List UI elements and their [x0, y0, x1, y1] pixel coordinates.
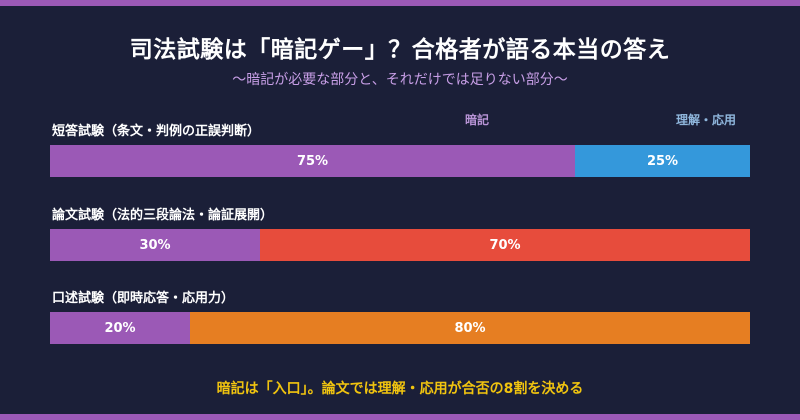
bar-segment-understanding: 25%	[575, 145, 750, 177]
category-label: 短答試験（条文・判例の正誤判断）	[52, 124, 261, 139]
data-label: 75%	[296, 153, 329, 169]
bar-segment-understanding: 80%	[190, 312, 750, 344]
bar-segment-memorization: 75%	[50, 145, 575, 177]
legend-understanding: 理解・応用	[676, 113, 737, 127]
data-label: 70%	[489, 237, 521, 253]
data-label: 25%	[646, 153, 679, 169]
bar-segment-memorization: 30%	[50, 229, 260, 261]
page-title: 司法試験は「暗記ゲー」？合格者が語る本当の答え	[129, 37, 671, 63]
footer-note: 暗記は「入口」。論文では理解・応用が合否の8割を決める	[216, 381, 584, 397]
data-label: 30%	[139, 237, 171, 253]
legend-memorization: 暗記	[465, 113, 490, 127]
bottom-border	[0, 414, 800, 420]
stacked-bar: 20% 80%	[50, 312, 750, 344]
category-label: 論文試験（法的三段論法・論証展開）	[52, 208, 274, 223]
bar-segment-memorization: 20%	[50, 312, 190, 344]
data-label: 20%	[104, 320, 136, 336]
stacked-bar: 30% 70%	[50, 229, 750, 261]
page-subtitle: 〜暗記が必要な部分と、それだけでは足りない部分〜	[232, 72, 568, 88]
bar-segment-understanding: 70%	[260, 229, 750, 261]
category-label: 口述試験（即時応答・応用力）	[52, 291, 235, 306]
data-label: 80%	[454, 320, 486, 336]
stacked-bar: 75% 25%	[50, 145, 750, 177]
top-border	[0, 0, 800, 6]
